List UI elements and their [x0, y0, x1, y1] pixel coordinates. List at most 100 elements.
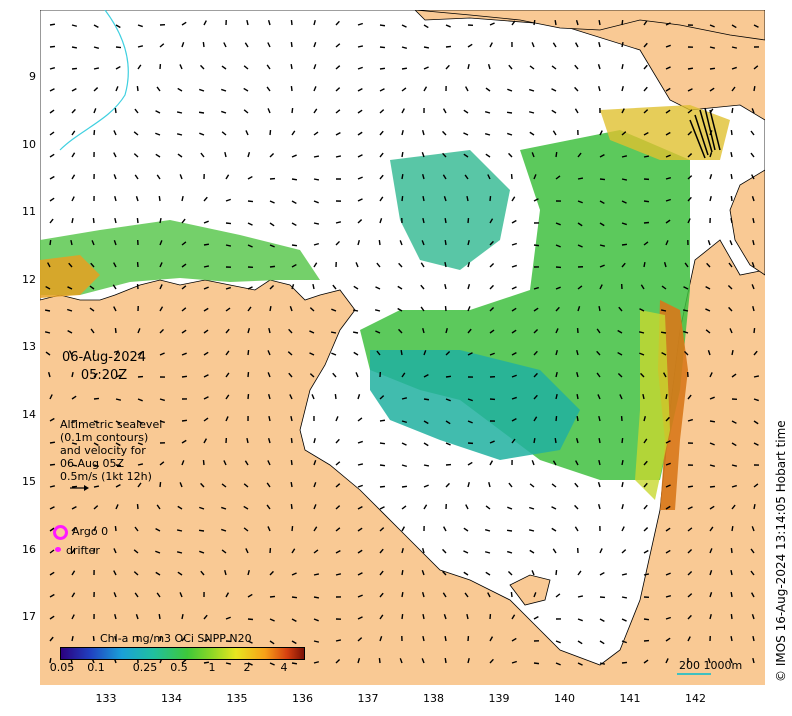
- velocity-arrow: [176, 529, 183, 532]
- velocity-arrow: [489, 263, 495, 268]
- velocity-arrow: [531, 42, 535, 48]
- x-tick-label: 139: [488, 692, 510, 705]
- velocity-arrow: [115, 46, 122, 49]
- velocity-arrow: [134, 592, 139, 598]
- velocity-arrow: [665, 462, 671, 466]
- velocity-arrow: [379, 419, 386, 422]
- velocity-arrow: [199, 132, 205, 136]
- velocity-arrow: [643, 86, 648, 92]
- velocity-arrow: [45, 351, 51, 356]
- velocity-arrow: [136, 635, 139, 642]
- velocity-arrow: [753, 350, 758, 356]
- velocity-arrow: [221, 88, 227, 92]
- chl-northeast-yellow: [600, 105, 730, 160]
- velocity-arrow: [599, 200, 605, 205]
- velocity-arrow: [313, 86, 317, 92]
- velocity-arrow: [225, 174, 230, 180]
- velocity-arrow: [291, 572, 297, 576]
- velocity-arrow: [246, 437, 249, 444]
- velocity-arrow: [577, 285, 583, 290]
- velocity-arrow: [221, 506, 227, 510]
- y-tick-label: 9: [29, 70, 36, 83]
- velocity-arrow: [357, 658, 361, 664]
- velocity-arrow: [442, 130, 447, 136]
- velocity-arrow: [198, 529, 205, 532]
- velocity-arrow: [643, 261, 646, 268]
- velocity-arrow: [158, 195, 161, 202]
- velocity-arrow: [159, 43, 165, 48]
- velocity-arrow: [357, 527, 363, 532]
- velocity-arrow: [91, 240, 95, 246]
- velocity-arrow: [643, 155, 650, 158]
- velocity-arrow: [639, 308, 645, 312]
- velocity-arrow: [423, 374, 429, 378]
- velocity-arrow: [331, 352, 337, 356]
- velocity-arrow: [643, 573, 650, 576]
- velocity-arrow: [683, 286, 689, 290]
- velocity-arrow: [508, 64, 513, 70]
- velocity-arrow: [177, 153, 183, 158]
- velocity-arrow: [135, 196, 139, 202]
- velocity-arrow: [555, 151, 558, 158]
- drifter-marker-icon: [55, 547, 61, 552]
- velocity-arrow: [465, 86, 469, 92]
- velocity-arrow: [137, 420, 143, 425]
- velocity-arrow: [599, 244, 606, 247]
- velocity-arrow: [159, 481, 162, 488]
- velocity-arrow: [335, 639, 342, 642]
- velocity-arrow: [488, 481, 491, 488]
- velocity-arrow: [114, 195, 117, 202]
- velocity-arrow: [709, 570, 713, 576]
- velocity-arrow: [596, 350, 601, 356]
- velocity-arrow: [379, 24, 386, 27]
- velocity-arrow: [134, 526, 139, 532]
- velocity-arrow: [313, 131, 319, 136]
- velocity-arrow: [49, 463, 56, 466]
- velocity-arrow: [729, 658, 733, 664]
- velocity-arrow: [576, 393, 579, 400]
- velocity-arrow: [71, 46, 78, 49]
- velocity-arrow: [203, 265, 210, 268]
- velocity-arrow: [68, 350, 73, 356]
- velocity-arrow: [643, 241, 649, 246]
- velocity-arrow: [444, 283, 447, 290]
- velocity-arrow: [49, 506, 55, 510]
- velocity-arrow: [290, 19, 293, 26]
- velocity-arrow: [643, 438, 648, 444]
- velocity-arrow: [379, 88, 385, 92]
- velocity-arrow: [511, 307, 517, 312]
- velocity-arrow: [709, 46, 716, 49]
- velocity-arrow: [335, 483, 341, 488]
- velocity-arrow: [49, 571, 55, 576]
- x-tick-label: 134: [161, 692, 182, 705]
- velocity-arrow: [687, 593, 693, 598]
- velocity-arrow: [621, 41, 624, 48]
- velocity-arrow: [44, 309, 51, 312]
- velocity-arrow: [705, 308, 711, 312]
- velocity-arrow: [555, 328, 559, 334]
- velocity-arrow: [489, 22, 495, 26]
- velocity-arrow: [177, 571, 183, 576]
- velocity-arrow: [357, 66, 363, 70]
- chl-west-coast-warm: [40, 255, 100, 298]
- velocity-arrow: [445, 420, 451, 425]
- velocity-arrow: [687, 418, 693, 422]
- velocity-arrow: [731, 420, 737, 424]
- velocity-arrow: [423, 86, 428, 92]
- velocity-arrow: [49, 88, 55, 92]
- velocity-arrow: [137, 482, 142, 488]
- velocity-arrow: [330, 331, 337, 334]
- velocity-arrow: [266, 482, 271, 488]
- velocity-arrow: [528, 529, 535, 532]
- velocity-arrow: [71, 548, 76, 554]
- velocity-arrow: [753, 375, 760, 378]
- velocity-arrow: [135, 614, 139, 620]
- velocity-arrow: [290, 459, 293, 466]
- velocity-arrow: [355, 372, 359, 378]
- velocity-arrow: [243, 527, 249, 532]
- velocity-arrow: [730, 591, 733, 598]
- velocity-arrow: [379, 395, 385, 400]
- velocity-arrow: [332, 284, 337, 290]
- velocity-arrow: [291, 178, 298, 181]
- velocity-arrow: [133, 153, 139, 158]
